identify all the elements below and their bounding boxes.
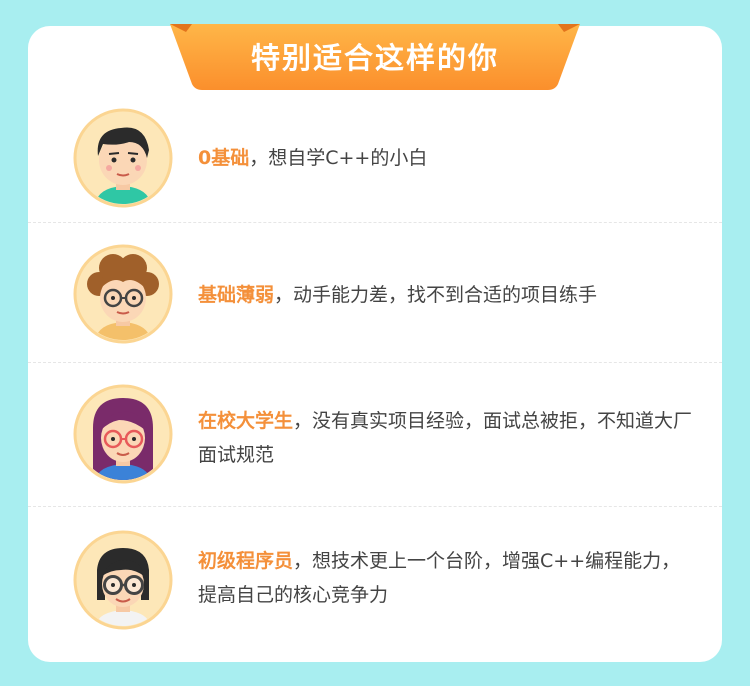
boy-avatar-icon [73, 108, 173, 208]
curly-hair-glasses-avatar-icon [73, 244, 173, 344]
item-2-text: 基础薄弱，动手能力差，找不到合适的项目练手 [198, 278, 698, 312]
item-4-highlight: 初级程序员 [198, 550, 294, 572]
item-3-highlight: 在校大学生 [198, 410, 294, 432]
divider [28, 362, 722, 363]
title-banner: 特别适合这样的你 [170, 20, 580, 92]
programmer-glasses-avatar-icon [73, 530, 173, 630]
banner-ribbon-icon [170, 24, 580, 90]
page-title: 特别适合这样的你 [250, 41, 499, 75]
item-2-rest: ，动手能力差，找不到合适的项目练手 [274, 284, 598, 306]
girl-glasses-avatar-icon [73, 384, 173, 484]
item-1-rest: ，想自学C++的小白 [249, 147, 428, 169]
item-2-highlight: 基础薄弱 [198, 284, 275, 306]
item-4-text: 初级程序员，想技术更上一个台阶，增强C++编程能力，提高自己的核心竞争力 [198, 544, 698, 612]
item-3-text: 在校大学生，没有真实项目经验，面试总被拒，不知道大厂面试规范 [198, 404, 698, 472]
divider [28, 222, 722, 223]
divider [28, 506, 722, 507]
item-1-highlight: 0基础 [198, 147, 250, 169]
item-1-text: 0基础，想自学C++的小白 [198, 141, 698, 175]
item-3-rest: ，没有真实项目经验，面试总被拒，不知道大厂面试规范 [198, 410, 693, 466]
item-4-rest: ，想技术更上一个台阶，增强C++编程能力，提高自己的核心竞争力 [198, 550, 681, 606]
